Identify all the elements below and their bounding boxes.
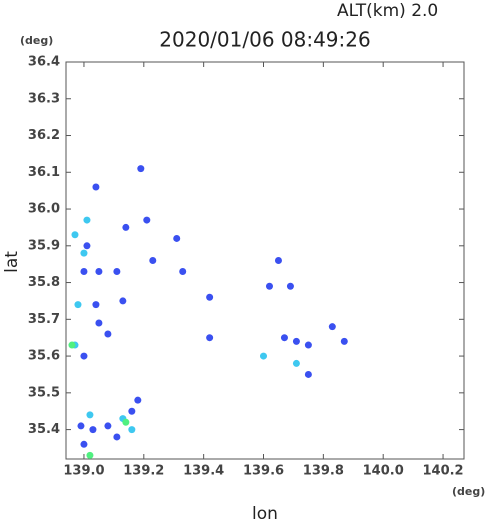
x-tick-label: 139.4 (183, 464, 224, 479)
plot-frame (65, 61, 465, 460)
echo-point (265, 282, 273, 290)
y-tick-label: 36.4 (28, 55, 60, 70)
y-unit: (deg) (20, 34, 53, 47)
echo-point (86, 451, 94, 459)
echo-point (173, 234, 181, 242)
echo-point (292, 337, 300, 345)
y-tick-label: 35.5 (28, 385, 60, 400)
y-tick-label: 35.7 (28, 312, 60, 327)
echo-point (304, 341, 312, 349)
echo-point (143, 216, 151, 224)
x-tick-label: 140.0 (363, 464, 404, 479)
x-tick-label: 139.0 (63, 464, 104, 479)
x-tick-label: 139.6 (243, 464, 284, 479)
x-tick-label: 140.2 (422, 464, 463, 479)
echo-point (328, 323, 336, 331)
echo-point (304, 370, 312, 378)
echo-point (137, 165, 145, 173)
echo-point (95, 319, 103, 327)
echo-point (80, 352, 88, 360)
echo-point (286, 282, 294, 290)
echo-point (119, 297, 127, 305)
echo-point (83, 216, 91, 224)
altitude-label: ALT(km) 2.0 (337, 1, 438, 21)
echo-point (86, 411, 94, 419)
y-tick-label: 36.0 (28, 202, 60, 217)
y-tick-label: 35.4 (28, 422, 60, 437)
x-tick-label: 139.8 (303, 464, 344, 479)
y-tick-label: 35.9 (28, 238, 60, 253)
echo-point (68, 341, 76, 349)
x-tick-label: 139.2 (123, 464, 164, 479)
echo-point (113, 268, 121, 276)
echo-point (80, 268, 88, 276)
echo-point (128, 426, 136, 434)
echo-point (92, 301, 100, 309)
echo-point (260, 352, 268, 360)
y-tick-label: 35.8 (28, 275, 60, 290)
echo-point (77, 422, 85, 430)
y-tick-label: 36.1 (28, 165, 60, 180)
y-axis-label: lat (2, 251, 22, 273)
echo-point (206, 334, 214, 342)
x-unit: (deg) (452, 485, 485, 498)
echo-point (104, 330, 112, 338)
chart-title: 2020/01/06 08:49:26 (159, 28, 370, 52)
echo-point (71, 231, 79, 239)
echo-point (89, 426, 97, 434)
echo-point (134, 396, 142, 404)
echo-point (149, 257, 157, 264)
echo-point (122, 418, 130, 426)
echo-point (274, 257, 282, 264)
y-tick-label: 36.3 (28, 91, 60, 106)
echo-point (179, 268, 187, 276)
echo-point (95, 268, 103, 276)
echo-point (206, 293, 214, 301)
x-axis-label: lon (252, 504, 278, 521)
echo-point (128, 407, 136, 415)
echo-point (80, 440, 88, 448)
echo-point (122, 223, 130, 231)
echo-point (340, 337, 348, 345)
y-tick-label: 36.2 (28, 128, 60, 143)
echo-point (280, 334, 288, 342)
echo-point (83, 242, 91, 250)
echo-point (104, 422, 112, 430)
echo-point (74, 301, 82, 309)
y-tick-label: 35.6 (28, 349, 60, 364)
echo-point (80, 249, 88, 257)
echo-point (92, 183, 100, 191)
echo-point (113, 433, 121, 441)
echo-point (292, 359, 300, 367)
